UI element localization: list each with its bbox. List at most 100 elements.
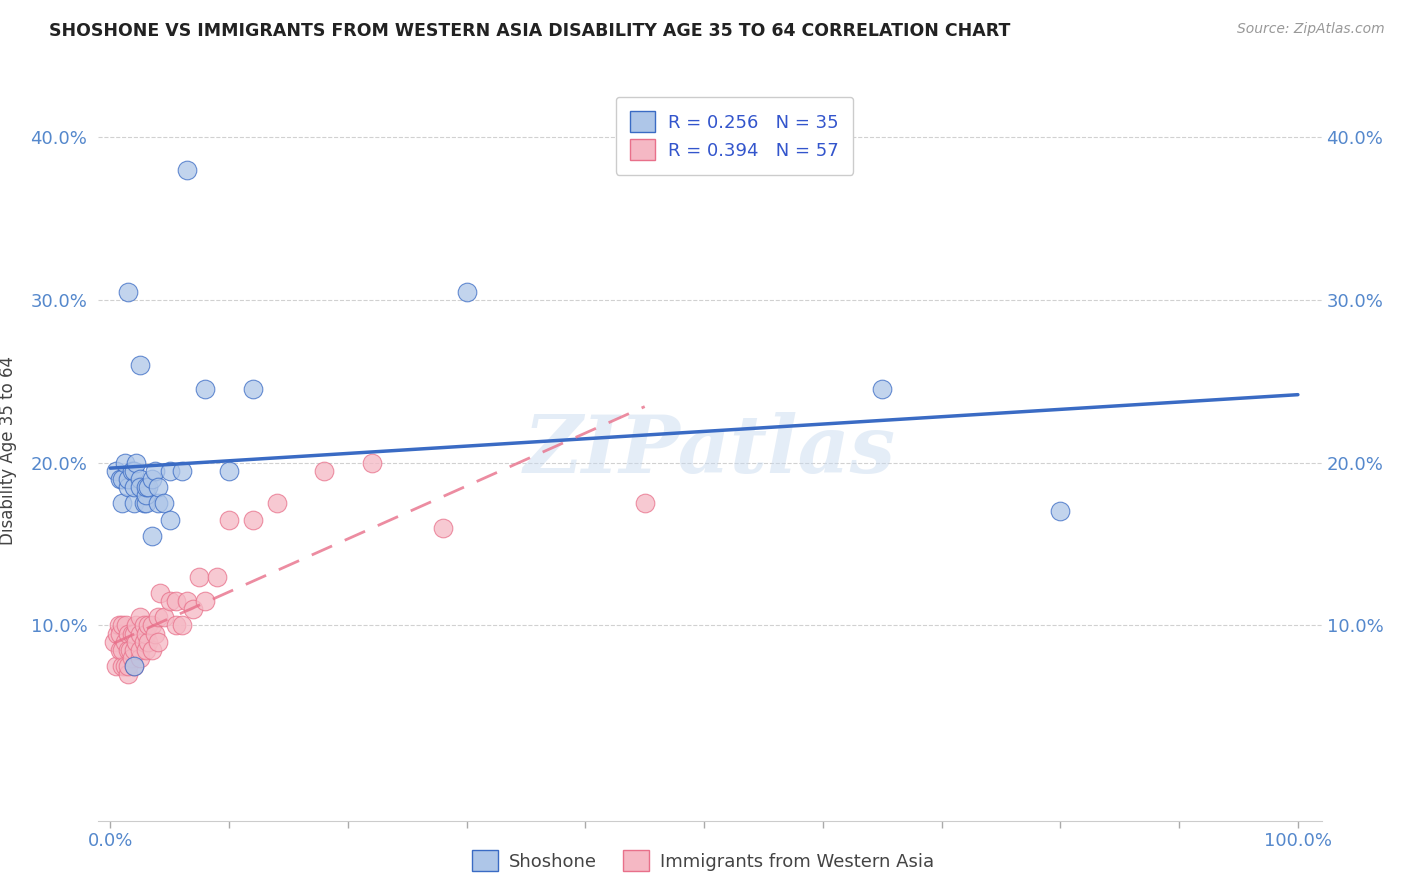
Point <box>129 472 152 486</box>
Point <box>432 521 454 535</box>
Point <box>103 634 125 648</box>
Point <box>1049 504 1071 518</box>
Point <box>136 480 159 494</box>
Point <box>870 383 893 397</box>
Point <box>114 634 136 648</box>
Point <box>159 513 181 527</box>
Point <box>159 464 181 478</box>
Point <box>121 651 143 665</box>
Point <box>242 513 264 527</box>
Point <box>117 480 139 494</box>
Point <box>117 285 139 299</box>
Point <box>183 602 205 616</box>
Point <box>136 618 159 632</box>
Point <box>135 642 157 657</box>
Point <box>129 642 152 657</box>
Point <box>117 642 139 657</box>
Point <box>121 464 143 478</box>
Point <box>165 594 187 608</box>
Point <box>111 472 134 486</box>
Point <box>114 618 136 632</box>
Legend: Shoshone, Immigrants from Western Asia: Shoshone, Immigrants from Western Asia <box>465 843 941 879</box>
Point <box>146 634 169 648</box>
Point <box>634 496 657 510</box>
Legend: R = 0.256   N = 35, R = 0.394   N = 57: R = 0.256 N = 35, R = 0.394 N = 57 <box>616 96 853 175</box>
Point <box>170 464 193 478</box>
Point <box>107 618 129 632</box>
Point <box>149 586 172 600</box>
Point <box>135 488 157 502</box>
Point <box>117 659 139 673</box>
Point <box>141 529 163 543</box>
Point <box>360 456 382 470</box>
Point <box>141 618 163 632</box>
Point <box>194 383 217 397</box>
Point <box>170 618 193 632</box>
Point <box>125 634 148 648</box>
Point <box>135 496 157 510</box>
Point <box>159 594 181 608</box>
Point <box>145 464 167 478</box>
Point <box>456 285 478 299</box>
Point <box>129 480 152 494</box>
Point <box>176 162 198 177</box>
Point <box>135 626 157 640</box>
Point <box>107 626 129 640</box>
Point <box>121 626 143 640</box>
Point <box>146 496 169 510</box>
Point <box>146 610 169 624</box>
Point <box>122 659 145 673</box>
Point <box>117 626 139 640</box>
Point <box>117 472 139 486</box>
Point <box>218 464 240 478</box>
Point <box>122 659 145 673</box>
Point <box>122 480 145 494</box>
Point <box>108 642 131 657</box>
Point <box>114 659 136 673</box>
Point <box>105 659 128 673</box>
Y-axis label: Disability Age 35 to 64: Disability Age 35 to 64 <box>0 356 17 545</box>
Point <box>152 496 174 510</box>
Point <box>188 569 211 583</box>
Point <box>205 569 228 583</box>
Text: SHOSHONE VS IMMIGRANTS FROM WESTERN ASIA DISABILITY AGE 35 TO 64 CORRELATION CHA: SHOSHONE VS IMMIGRANTS FROM WESTERN ASIA… <box>49 22 1011 40</box>
Point <box>105 464 128 478</box>
Point <box>194 594 217 608</box>
Point <box>111 642 134 657</box>
Point <box>117 667 139 681</box>
Point <box>136 634 159 648</box>
Point <box>145 626 167 640</box>
Point <box>132 634 155 648</box>
Point <box>242 383 264 397</box>
Point <box>125 456 148 470</box>
Point <box>108 626 131 640</box>
Point <box>122 642 145 657</box>
Point <box>125 618 148 632</box>
Text: Source: ZipAtlas.com: Source: ZipAtlas.com <box>1237 22 1385 37</box>
Point <box>122 496 145 510</box>
Point <box>141 642 163 657</box>
Point <box>146 480 169 494</box>
Point <box>141 472 163 486</box>
Point <box>129 358 152 372</box>
Point <box>176 594 198 608</box>
Point <box>165 618 187 632</box>
Point <box>108 472 131 486</box>
Point <box>111 659 134 673</box>
Point <box>111 496 134 510</box>
Point <box>132 496 155 510</box>
Point <box>129 651 152 665</box>
Point <box>122 464 145 478</box>
Point <box>132 618 155 632</box>
Point <box>129 610 152 624</box>
Point <box>114 456 136 470</box>
Point <box>152 610 174 624</box>
Text: ZIPatlas: ZIPatlas <box>524 412 896 489</box>
Point <box>266 496 288 510</box>
Point <box>111 618 134 632</box>
Point <box>120 642 142 657</box>
Point <box>312 464 335 478</box>
Point <box>129 626 152 640</box>
Point <box>122 626 145 640</box>
Point <box>218 513 240 527</box>
